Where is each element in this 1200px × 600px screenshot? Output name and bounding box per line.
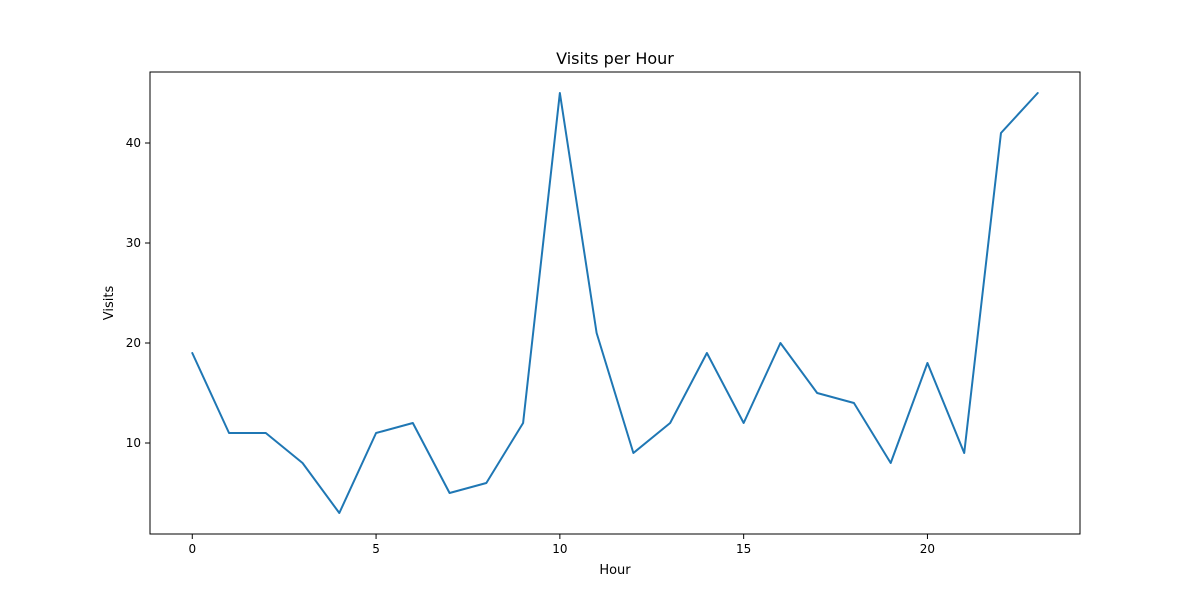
- x-tick-label: 0: [188, 542, 196, 556]
- x-tick-label: 10: [552, 542, 567, 556]
- plot-frame: [149, 71, 1081, 535]
- y-tick-label: 20: [126, 336, 141, 350]
- chart-title: Visits per Hour: [556, 49, 674, 68]
- x-tick-label: 15: [736, 542, 751, 556]
- x-tick-label: 20: [920, 542, 935, 556]
- y-tick-label: 10: [126, 436, 141, 450]
- x-axis: 0 5 10 15 20: [188, 534, 935, 556]
- series-group: [191, 92, 1039, 514]
- y-tick-label: 30: [126, 236, 141, 250]
- x-tick-label: 5: [372, 542, 380, 556]
- y-tick-label: 40: [126, 136, 141, 150]
- x-axis-label: Hour: [599, 563, 631, 578]
- y-axis: 10 20 30 40: [126, 136, 150, 450]
- plot-area: 0 5 10 15 20 10 20 30 40: [126, 71, 1081, 556]
- y-axis-label: Visits: [102, 286, 117, 321]
- series-line: [191, 92, 1039, 514]
